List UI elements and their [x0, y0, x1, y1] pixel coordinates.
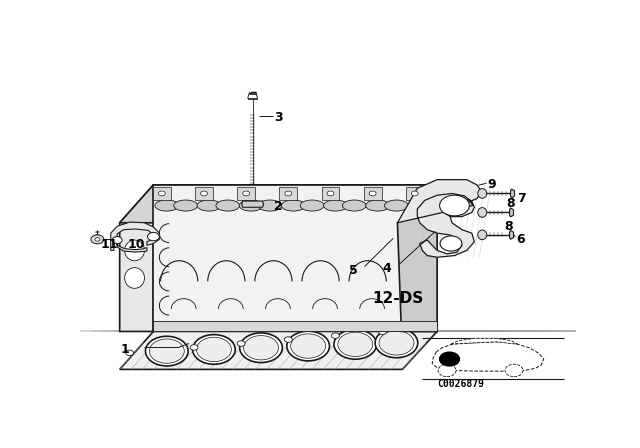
Polygon shape	[120, 185, 154, 332]
Bar	[280, 187, 297, 200]
Text: 8: 8	[504, 220, 513, 233]
Ellipse shape	[300, 200, 324, 211]
Circle shape	[332, 333, 339, 338]
Circle shape	[338, 332, 372, 357]
Ellipse shape	[385, 200, 408, 211]
Ellipse shape	[197, 200, 221, 211]
Circle shape	[327, 191, 334, 196]
Circle shape	[419, 326, 426, 331]
Text: 2: 2	[275, 200, 283, 213]
Circle shape	[147, 233, 159, 241]
Circle shape	[505, 364, 523, 377]
Bar	[153, 187, 171, 200]
Circle shape	[369, 191, 376, 196]
Bar	[321, 187, 339, 200]
Text: 4: 4	[383, 262, 391, 275]
Circle shape	[284, 337, 292, 342]
Text: 9: 9	[488, 178, 497, 191]
Ellipse shape	[282, 200, 305, 211]
Circle shape	[196, 337, 232, 362]
Polygon shape	[120, 185, 437, 223]
Circle shape	[149, 339, 184, 363]
Circle shape	[193, 335, 236, 364]
Polygon shape	[451, 338, 518, 344]
Ellipse shape	[478, 230, 487, 240]
Circle shape	[243, 191, 250, 196]
Circle shape	[285, 191, 292, 196]
Ellipse shape	[155, 200, 179, 211]
Polygon shape	[154, 185, 437, 332]
Bar	[237, 187, 255, 200]
Ellipse shape	[125, 240, 145, 261]
Polygon shape	[509, 208, 513, 217]
Text: 10: 10	[127, 238, 145, 251]
Circle shape	[438, 364, 456, 377]
Circle shape	[240, 333, 282, 362]
Bar	[406, 187, 424, 200]
Circle shape	[379, 331, 414, 355]
Ellipse shape	[427, 200, 451, 211]
Circle shape	[95, 237, 100, 241]
Polygon shape	[120, 332, 437, 370]
Polygon shape	[397, 180, 482, 257]
Polygon shape	[432, 342, 544, 371]
Polygon shape	[154, 321, 437, 332]
Text: C0026879: C0026879	[437, 379, 484, 389]
Circle shape	[334, 330, 376, 359]
Circle shape	[291, 334, 326, 358]
Ellipse shape	[239, 200, 263, 211]
Circle shape	[158, 191, 165, 196]
Ellipse shape	[478, 207, 487, 217]
Text: 5: 5	[349, 264, 358, 277]
Circle shape	[237, 341, 245, 346]
Bar	[364, 187, 381, 200]
Circle shape	[91, 235, 104, 244]
Polygon shape	[242, 201, 264, 207]
Polygon shape	[509, 230, 513, 239]
Ellipse shape	[258, 200, 282, 211]
Text: 6: 6	[516, 233, 525, 246]
Text: 7: 7	[518, 192, 526, 205]
Circle shape	[200, 191, 207, 196]
Polygon shape	[397, 185, 437, 332]
Ellipse shape	[478, 189, 487, 198]
Ellipse shape	[173, 200, 198, 211]
Text: 3: 3	[275, 112, 283, 125]
Circle shape	[440, 352, 460, 366]
Circle shape	[244, 336, 278, 360]
Ellipse shape	[324, 200, 348, 211]
Polygon shape	[111, 222, 159, 252]
Circle shape	[287, 331, 330, 361]
Circle shape	[145, 336, 188, 366]
Circle shape	[190, 345, 198, 350]
Ellipse shape	[125, 267, 145, 289]
Bar	[195, 187, 213, 200]
Circle shape	[440, 236, 462, 251]
Ellipse shape	[216, 200, 240, 211]
Text: 12-DS: 12-DS	[372, 291, 423, 306]
Circle shape	[440, 195, 469, 216]
Polygon shape	[511, 189, 515, 198]
Text: 8: 8	[507, 197, 515, 210]
Circle shape	[412, 191, 419, 196]
Ellipse shape	[342, 200, 366, 211]
Circle shape	[112, 237, 122, 244]
Ellipse shape	[365, 200, 390, 211]
Circle shape	[379, 329, 387, 335]
Text: 1: 1	[121, 343, 129, 356]
Ellipse shape	[408, 200, 431, 211]
Text: 11: 11	[101, 238, 118, 251]
Circle shape	[375, 328, 418, 358]
Circle shape	[125, 350, 134, 356]
